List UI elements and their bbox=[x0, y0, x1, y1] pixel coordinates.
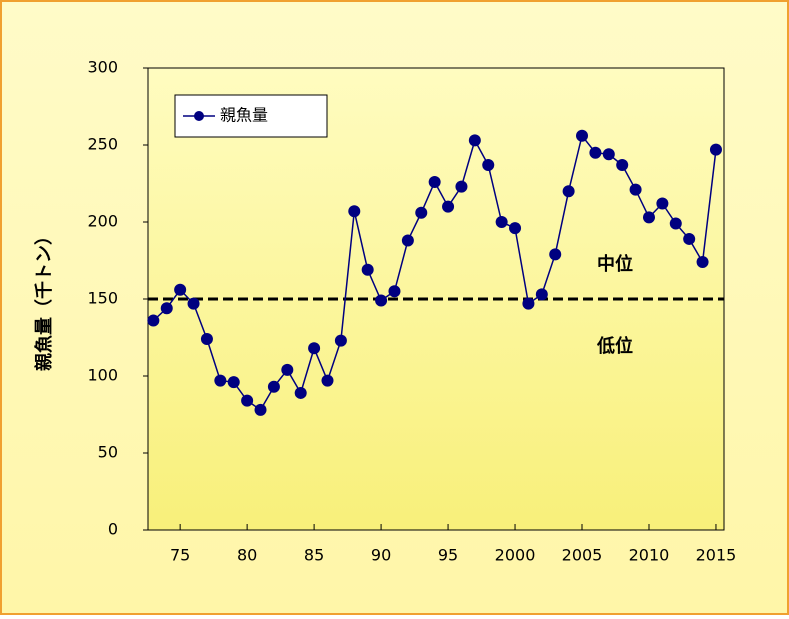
data-point bbox=[562, 185, 575, 198]
data-point bbox=[200, 333, 213, 346]
y-tick-label: 100 bbox=[87, 366, 118, 385]
legend-label: 親魚量 bbox=[220, 106, 268, 125]
annotation: 中位 bbox=[597, 253, 633, 275]
x-tick-label: 90 bbox=[371, 546, 391, 565]
data-point bbox=[294, 386, 307, 399]
data-point bbox=[576, 129, 589, 142]
data-point bbox=[147, 314, 160, 327]
data-point bbox=[602, 148, 615, 161]
annotation: 低位 bbox=[596, 335, 633, 357]
data-point bbox=[401, 234, 414, 247]
data-point bbox=[187, 297, 200, 310]
data-point bbox=[415, 206, 428, 219]
data-point bbox=[174, 283, 187, 296]
data-point bbox=[388, 285, 401, 298]
x-tick-label: 2015 bbox=[696, 546, 737, 565]
data-point bbox=[254, 403, 267, 416]
x-tick-label: 80 bbox=[237, 546, 257, 565]
data-point bbox=[616, 159, 629, 172]
data-point bbox=[696, 256, 709, 269]
data-point bbox=[334, 334, 347, 347]
data-point bbox=[669, 217, 682, 230]
data-point bbox=[321, 374, 334, 387]
data-point bbox=[428, 175, 441, 188]
data-point bbox=[589, 146, 602, 159]
x-tick-label: 95 bbox=[438, 546, 458, 565]
data-point bbox=[549, 248, 562, 261]
y-tick-label: 0 bbox=[108, 520, 118, 539]
data-point bbox=[683, 232, 696, 245]
x-tick-label: 75 bbox=[170, 546, 190, 565]
data-point bbox=[375, 294, 388, 307]
data-point bbox=[160, 302, 173, 315]
data-point bbox=[495, 216, 508, 228]
data-point bbox=[241, 394, 254, 407]
data-point bbox=[214, 374, 227, 387]
y-tick-label: 200 bbox=[87, 212, 118, 231]
data-point bbox=[455, 180, 468, 193]
legend-marker bbox=[194, 111, 204, 121]
data-point bbox=[709, 143, 722, 156]
data-point bbox=[442, 200, 455, 213]
y-tick-label: 150 bbox=[87, 289, 118, 308]
data-point bbox=[267, 380, 280, 393]
x-tick-label: 2005 bbox=[562, 546, 603, 565]
data-point bbox=[308, 342, 321, 355]
data-point bbox=[509, 222, 522, 235]
data-point bbox=[281, 363, 294, 376]
data-point bbox=[642, 211, 655, 224]
data-point bbox=[361, 263, 374, 276]
data-point bbox=[468, 134, 481, 147]
y-tick-label: 300 bbox=[87, 58, 118, 77]
data-point bbox=[482, 159, 495, 172]
x-tick-label: 2010 bbox=[629, 546, 670, 565]
y-tick-label: 250 bbox=[87, 135, 118, 154]
data-point bbox=[348, 205, 361, 218]
data-point bbox=[522, 297, 535, 310]
y-axis-label: 親魚量（千トン） bbox=[33, 227, 55, 371]
data-point bbox=[656, 197, 669, 210]
data-point bbox=[629, 183, 642, 196]
data-point bbox=[227, 376, 240, 389]
y-tick-label: 50 bbox=[98, 443, 118, 462]
x-tick-label: 2000 bbox=[495, 546, 536, 565]
x-tick-label: 85 bbox=[304, 546, 324, 565]
data-point bbox=[535, 288, 548, 301]
